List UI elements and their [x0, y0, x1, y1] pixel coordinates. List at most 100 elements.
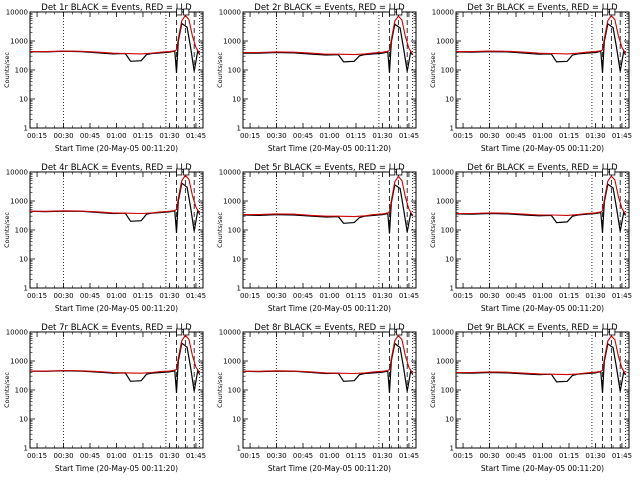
x-tick-label: 01:45: [186, 132, 206, 140]
chart-title: Det 4r BLACK = Events, RED = LLD: [41, 163, 192, 173]
series-line-lld: [456, 14, 626, 55]
state-marker-box: [396, 328, 403, 336]
x-tick-label: 01:00: [106, 132, 126, 140]
y-tick-label: 10: [232, 256, 241, 264]
y-tick-label: 100: [15, 67, 28, 75]
x-tick-label: 00:30: [53, 452, 73, 460]
y-tick-label: 10000: [219, 9, 241, 17]
x-tick-label: 00:30: [479, 292, 499, 300]
series-line-lld: [30, 14, 200, 55]
x-tick-label: 00:15: [27, 132, 47, 140]
y-tick-label: 10000: [432, 169, 454, 177]
x-tick-label: 00:15: [240, 132, 260, 140]
series-line-lld: [30, 174, 200, 215]
x-tick-label: 00:45: [80, 452, 100, 460]
series-line-events: [242, 342, 414, 393]
x-tick-label: 01:45: [186, 292, 206, 300]
x-tick-label: 00:45: [293, 292, 313, 300]
x-tick-label: 01:15: [133, 292, 153, 300]
chart-title: Det 7r BLACK = Events, RED = LLD: [41, 323, 192, 333]
x-tick-label: 00:45: [293, 132, 313, 140]
x-tick-label: 00:30: [53, 292, 73, 300]
x-tick-label: 00:30: [266, 132, 286, 140]
y-axis-label: Counts/sec: [216, 212, 224, 248]
state-marker-box: [609, 328, 616, 336]
series-line-events: [29, 182, 201, 233]
x-tick-label: 01:30: [159, 132, 179, 140]
x-tick-label: 01:45: [399, 452, 419, 460]
chart-title: Det 6r BLACK = Events, RED = LLD: [467, 163, 618, 173]
state-marker-box: [602, 168, 609, 176]
x-tick-label: 01:45: [186, 452, 206, 460]
y-tick-label: 1: [450, 285, 454, 293]
x-axis-label: Start Time (20-May-05 00:11:20): [268, 304, 391, 313]
y-tick-label: 100: [228, 67, 241, 75]
x-tick-label: 01:00: [319, 132, 339, 140]
series-line-events: [455, 183, 627, 233]
chart-panel: Det 4r BLACK = Events, RED = LLD Counts/s…: [3, 163, 206, 313]
chart-title: Det 5r BLACK = Events, RED = LLD: [254, 163, 405, 173]
state-marker-box: [396, 168, 403, 176]
x-tick-label: 00:30: [266, 292, 286, 300]
series-line-events: [455, 22, 627, 73]
x-tick-label: 00:15: [453, 292, 473, 300]
y-tick-label: 10: [232, 416, 241, 424]
y-tick-label: 10000: [432, 9, 454, 17]
x-tick-label: 01:15: [346, 132, 366, 140]
y-tick-label: 1000: [436, 38, 454, 46]
x-tick-label: 01:15: [559, 292, 579, 300]
x-tick-label: 01:45: [399, 292, 419, 300]
y-tick-label: 1000: [436, 198, 454, 206]
y-tick-label: 100: [441, 387, 454, 395]
series-line-lld: [456, 335, 626, 376]
x-tick-label: 00:15: [27, 292, 47, 300]
state-marker-box: [389, 328, 396, 336]
y-axis-label: Counts/sec: [429, 372, 437, 408]
x-tick-label: 01:30: [159, 292, 179, 300]
x-tick-label: 00:30: [479, 452, 499, 460]
y-tick-label: 1: [24, 285, 28, 293]
x-tick-label: 01:45: [399, 132, 419, 140]
y-tick-label: 10000: [6, 169, 28, 177]
y-tick-label: 1: [450, 445, 454, 453]
y-tick-label: 10: [445, 256, 454, 264]
state-marker-box: [389, 8, 396, 16]
chart-title: Det 3r BLACK = Events, RED = LLD: [467, 3, 618, 13]
y-tick-label: 1000: [10, 38, 28, 46]
chart-title: Det 8r BLACK = Events, RED = LLD: [254, 323, 405, 333]
y-tick-label: 1: [450, 125, 454, 133]
series-line-events: [242, 183, 414, 234]
y-tick-label: 1000: [223, 358, 241, 366]
state-marker-box: [183, 328, 190, 336]
y-tick-label: 100: [228, 387, 241, 395]
x-axis-label: Start Time (20-May-05 00:11:20): [55, 304, 178, 313]
series-line-lld: [456, 175, 626, 216]
y-tick-label: 10000: [6, 9, 28, 17]
x-tick-label: 00:30: [53, 132, 73, 140]
x-axis-label: Start Time (20-May-05 00:11:20): [481, 464, 604, 473]
x-tick-label: 01:00: [532, 292, 552, 300]
x-tick-label: 01:45: [612, 452, 632, 460]
x-axis-label: Start Time (20-May-05 00:11:20): [55, 464, 178, 473]
y-tick-label: 10: [232, 96, 241, 104]
x-tick-label: 00:15: [453, 452, 473, 460]
x-tick-label: 01:15: [346, 452, 366, 460]
x-tick-label: 01:30: [585, 292, 605, 300]
series-line-events: [243, 23, 414, 73]
chart-panel: Det 2r BLACK = Events, RED = LLD Counts/s…: [216, 3, 419, 153]
x-tick-label: 01:30: [159, 452, 179, 460]
x-tick-label: 01:15: [133, 452, 153, 460]
x-tick-label: 01:00: [106, 452, 126, 460]
series-line-events: [29, 342, 201, 393]
x-tick-label: 00:45: [80, 292, 100, 300]
y-tick-label: 10: [445, 96, 454, 104]
y-tick-label: 10: [445, 416, 454, 424]
x-tick-label: 01:15: [346, 292, 366, 300]
x-tick-label: 00:15: [240, 292, 260, 300]
x-tick-label: 01:30: [372, 452, 392, 460]
y-axis-label: Counts/sec: [429, 212, 437, 248]
y-axis-label: Counts/sec: [3, 372, 11, 408]
x-tick-label: 00:30: [479, 132, 499, 140]
chart-title: Det 2r BLACK = Events, RED = LLD: [254, 3, 405, 13]
